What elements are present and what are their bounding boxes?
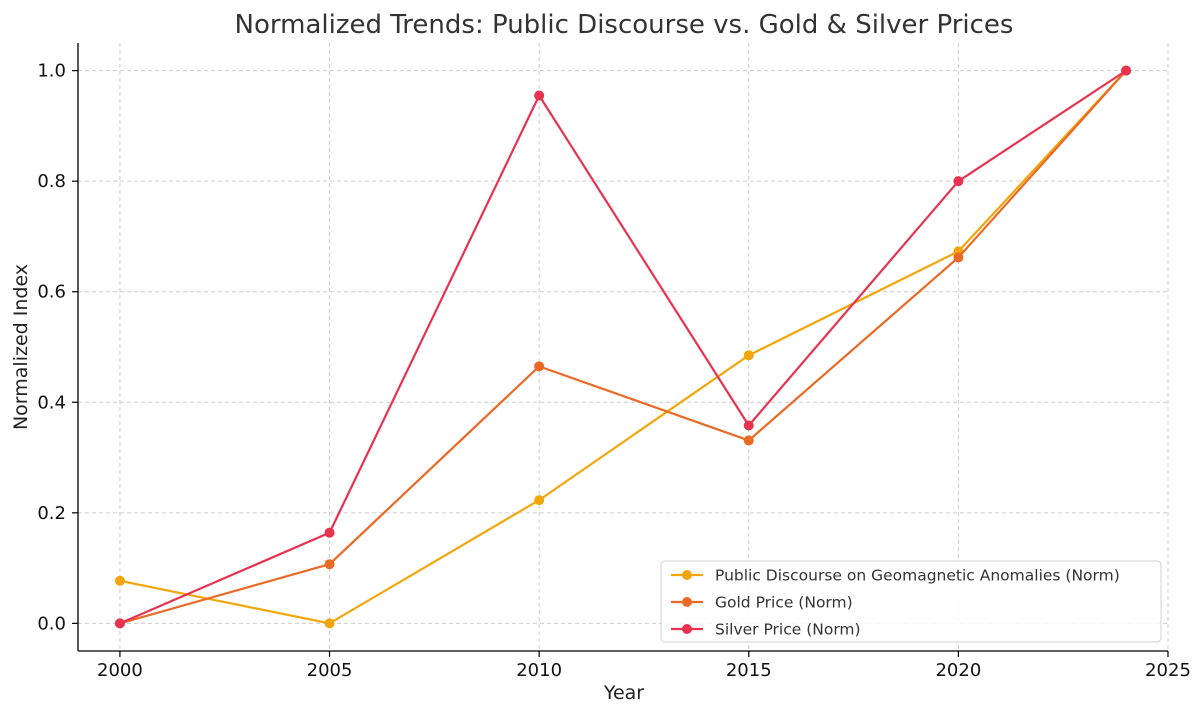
data-point — [114, 618, 125, 629]
data-point — [743, 435, 754, 446]
data-point — [743, 420, 754, 431]
data-point — [534, 495, 545, 506]
tick-labels: 2000 2005 2010 2015 2020 2025 0.0 0.2 0.4 0.6 0.8 1… — [37, 61, 1191, 681]
legend-entry: Silver Price (Norm) — [671, 621, 861, 639]
data-point — [743, 350, 754, 361]
x-tick-label: 2015 — [726, 660, 772, 681]
data-point — [1121, 65, 1132, 76]
legend: Public Discourse on Geomagnetic Anomalie… — [660, 560, 1162, 643]
series-layer — [114, 65, 1132, 629]
y-tick-label: 0.8 — [37, 171, 66, 192]
data-point — [534, 361, 545, 372]
y-tick-label: 0.0 — [37, 613, 66, 634]
legend-entry: Public Discourse on Geomagnetic Anomalie… — [671, 567, 1120, 585]
series-public-discourse-on-geomagnetic-anomalies-norm — [114, 65, 1132, 629]
series-silver-price-norm — [114, 65, 1132, 629]
x-tick-label: 2010 — [516, 660, 562, 681]
y-axis-label: Normalized Index — [10, 264, 32, 430]
legend-label: Silver Price (Norm) — [715, 621, 861, 639]
legend-marker — [682, 570, 692, 580]
legend-label: Public Discourse on Geomagnetic Anomalie… — [715, 567, 1120, 585]
y-tick-label: 0.4 — [37, 392, 66, 413]
data-point — [324, 559, 335, 570]
legend-entry: Gold Price (Norm) — [671, 594, 853, 612]
data-point — [953, 176, 964, 187]
data-point — [324, 527, 335, 538]
data-point — [953, 252, 964, 263]
series-line — [119, 69, 1127, 625]
x-tick-label: 2020 — [935, 660, 981, 681]
x-tick-label: 2025 — [1145, 660, 1191, 681]
y-tick-label: 0.6 — [37, 282, 66, 303]
data-point — [324, 618, 335, 629]
x-tick-label: 2000 — [97, 660, 143, 681]
series-gold-price-norm — [114, 65, 1132, 629]
axes — [72, 43, 1169, 657]
data-point — [114, 575, 125, 586]
grid — [78, 43, 1169, 651]
y-tick-label: 0.2 — [37, 503, 66, 524]
x-axis-label: Year — [603, 682, 644, 704]
series-line — [119, 69, 1127, 625]
data-point — [534, 90, 545, 101]
series-line — [119, 69, 1127, 625]
chart-title: Normalized Trends: Public Discourse vs. … — [235, 10, 1014, 40]
legend-marker — [682, 597, 692, 607]
legend-marker — [682, 624, 692, 634]
legend-label: Gold Price (Norm) — [715, 594, 853, 612]
legend-box — [660, 560, 1162, 643]
y-tick-label: 1.0 — [37, 61, 66, 82]
x-tick-label: 2005 — [307, 660, 353, 681]
